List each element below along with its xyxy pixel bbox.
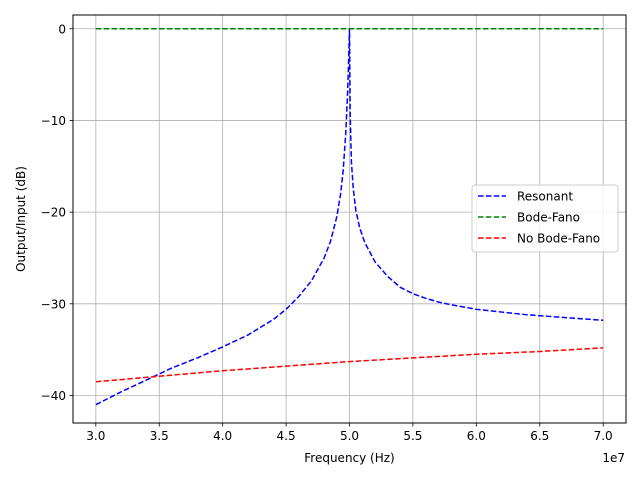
x-tick-label: 5.0: [340, 429, 359, 443]
x-tick-label: 5.5: [403, 429, 422, 443]
x-tick-label: 6.0: [467, 429, 486, 443]
legend: Resonant Bode-Fano No Bode-Fano: [471, 184, 619, 253]
y-tick-label: −30: [41, 297, 66, 311]
x-tick-label: 4.0: [213, 429, 232, 443]
x-tick-label: 6.5: [530, 429, 549, 443]
legend-label-no-bode-fano: No Bode-Fano: [517, 232, 600, 246]
legend-label-bode-fano: Bode-Fano: [517, 211, 580, 225]
x-axis-offset-label: 1e7: [602, 451, 625, 465]
x-tick-label: 3.5: [150, 429, 169, 443]
x-tick-label: 7.0: [594, 429, 613, 443]
y-axis-label: Output/Input (dB): [14, 166, 28, 272]
series-line-no-bode-fano: [95, 347, 604, 383]
x-tick-label: 4.5: [277, 429, 296, 443]
plot-series: [95, 28, 604, 406]
legend-label-resonant: Resonant: [517, 190, 573, 204]
x-axis-label: Frequency (Hz): [304, 451, 395, 465]
y-tick-label: −10: [41, 114, 66, 128]
y-tick-label: 0: [58, 22, 66, 36]
y-tick-label: −20: [41, 206, 66, 220]
x-tick-label: 3.0: [86, 429, 105, 443]
axis-ticks: 3.0 3.5 4.0 4.5 5.0 5.5 6.0 6.5 7.0 0 −10 −20 −30 −40: [41, 22, 613, 443]
y-tick-label: −40: [41, 389, 66, 403]
legend-box: [471, 184, 619, 253]
